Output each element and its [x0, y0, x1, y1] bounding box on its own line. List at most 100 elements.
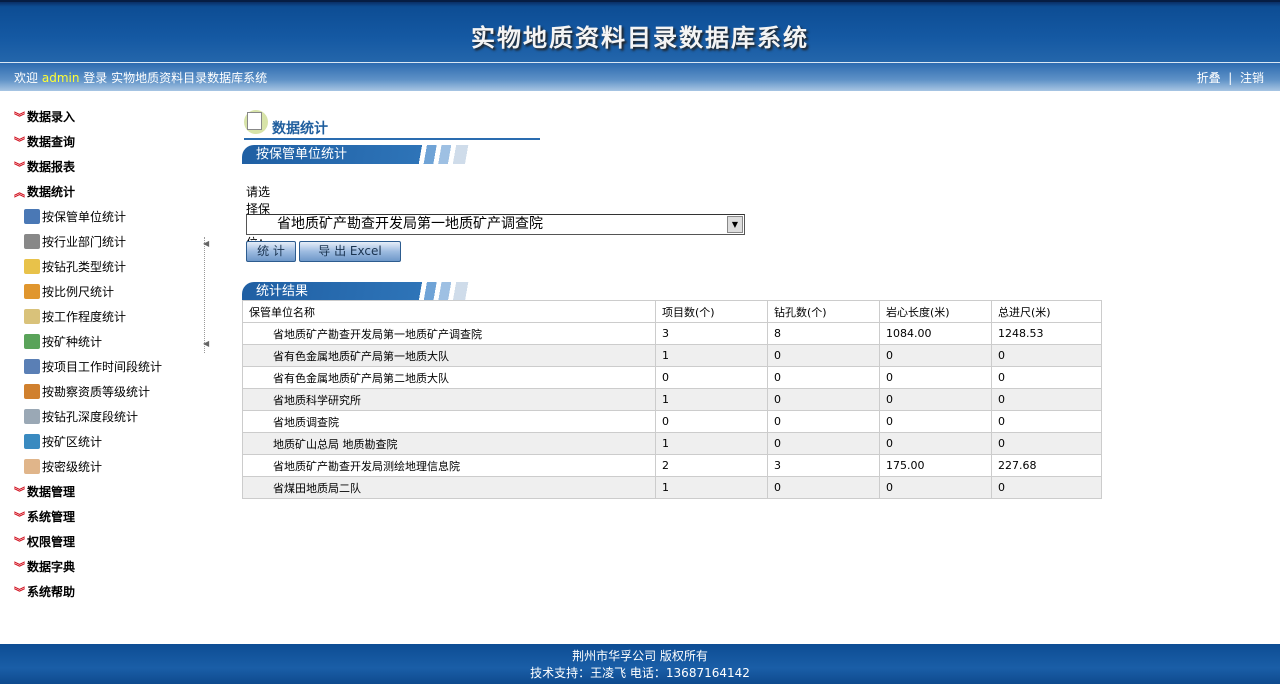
table-row: 省地质矿产勘查开发局测绘地理信息院 2 3 175.00 227.68	[242, 454, 1102, 477]
chevron-down-icon: ︾	[14, 161, 25, 174]
welcome-label: 欢迎	[14, 71, 39, 85]
select-value: 省地质矿产勘查开发局第一地质矿产调查院	[277, 216, 543, 232]
collapse-link[interactable]: 折叠	[1196, 71, 1221, 85]
app-title: 实物地质资料目录数据库系统	[471, 24, 809, 52]
medal-icon	[24, 384, 40, 399]
form-icon	[24, 309, 40, 324]
table-cell: 省地质科学研究所	[242, 388, 656, 411]
collapse-arrow-icon[interactable]: ◀	[203, 239, 210, 248]
welcome-text: 欢迎 admin 登录 实物地质资料目录数据库系统	[14, 69, 267, 86]
table-cell: 0	[991, 388, 1102, 411]
column-header: 项目数(个)	[655, 300, 768, 323]
table-cell: 8	[767, 322, 880, 345]
sidebar-group-label: 权限管理	[27, 535, 76, 549]
sidebar-item[interactable]: 按矿种统计	[24, 333, 102, 351]
table-row: 省地质矿产勘查开发局第一地质矿产调查院 3 8 1084.00 1248.53	[242, 322, 1102, 345]
sidebar-item-label: 按比例尺统计	[42, 285, 115, 299]
sidebar-item[interactable]: 按工作程度统计	[24, 308, 126, 326]
table-cell: 省有色金属地质矿产局第二地质大队	[242, 366, 656, 389]
sidebar-group[interactable]: ︾ 权限管理	[14, 533, 75, 551]
table-cell: 省地质矿产勘查开发局第一地质矿产调查院	[242, 322, 656, 345]
sidebar-group[interactable]: ︾ 系统帮助	[14, 583, 75, 601]
chevron-down-icon: ︾	[14, 536, 25, 549]
table-icon	[24, 209, 40, 224]
result-table: 保管单位名称 项目数(个) 钻孔数(个) 岩心长度(米) 总进尺(米) 省地质矿产勘查开…	[242, 300, 1102, 499]
sidebar-item-label: 按矿区统计	[42, 435, 103, 449]
sidebar-group[interactable]: ︾ 数据字典	[14, 558, 75, 576]
chevron-down-icon: ︾	[14, 586, 25, 599]
sidebar-group-label: 数据报表	[27, 160, 76, 174]
table-cell: 227.68	[991, 454, 1102, 477]
sidebar-group[interactable]: ︾ 数据管理	[14, 483, 75, 501]
sidebar-group[interactable]: ︽ 数据统计	[14, 183, 75, 201]
table-cell: 0	[991, 476, 1102, 499]
sidebar-splitter[interactable]: ◀ ◀	[203, 237, 212, 353]
sidebar-item-label: 按钻孔类型统计	[42, 260, 127, 274]
ruler-icon	[24, 284, 40, 299]
table-row: 省地质科学研究所 1 0 0 0	[242, 388, 1102, 411]
sidebar-item[interactable]: 按钻孔类型统计	[24, 258, 126, 276]
logout-link[interactable]: 注销	[1239, 71, 1264, 85]
box-icon	[24, 459, 40, 474]
table-cell: 0	[879, 344, 992, 367]
table-cell: 1	[655, 432, 768, 455]
unit-select[interactable]: 省地质矿产勘查开发局第一地质矿产调查院 ▼	[246, 214, 745, 235]
table-cell: 省有色金属地质矿产局第一地质大队	[242, 344, 656, 367]
chevron-down-icon: ︾	[14, 486, 25, 499]
chevron-up-icon: ︽	[14, 186, 25, 199]
table-cell: 省地质调查院	[242, 410, 656, 433]
sidebar-group-label: 数据查询	[27, 135, 76, 149]
table-cell: 0	[879, 366, 992, 389]
collapse-arrow-icon[interactable]: ◀	[203, 339, 210, 348]
sidebar-group[interactable]: ︾ 数据录入	[14, 108, 75, 126]
table-cell: 省地质矿产勘查开发局测绘地理信息院	[242, 454, 656, 477]
username: admin	[41, 71, 80, 85]
copyright: 荆州市华孚公司 版权所有	[572, 649, 708, 663]
sidebar-item[interactable]: 按保管单位统计	[24, 208, 126, 226]
login-text: 登录 实物地质资料目录数据库系统	[83, 71, 268, 85]
sidebar-item[interactable]: 按勘察资质等级统计	[24, 383, 150, 401]
table-cell: 0	[879, 410, 992, 433]
sidebar-item[interactable]: 按密级统计	[24, 458, 102, 476]
table-cell: 0	[767, 366, 880, 389]
sidebar-item[interactable]: 按行业部门统计	[24, 233, 126, 251]
chevron-down-icon: ︾	[14, 111, 25, 124]
sidebar-group-label: 数据字典	[27, 560, 76, 574]
export-excel-button[interactable]: 导 出 Excel	[299, 241, 401, 262]
top-bar: 欢迎 admin 登录 实物地质资料目录数据库系统 折叠 | 注销	[0, 62, 1280, 91]
sidebar-group[interactable]: ︾ 系统管理	[14, 508, 75, 526]
sidebar-item-label: 按钻孔深度段统计	[42, 410, 139, 424]
table-cell: 3	[655, 322, 768, 345]
table-cell: 3	[767, 454, 880, 477]
table-cell: 省煤田地质局二队	[242, 476, 656, 499]
table-cell: 0	[655, 366, 768, 389]
sidebar-group-label: 系统管理	[27, 510, 76, 524]
dropdown-arrow-icon[interactable]: ▼	[727, 216, 743, 233]
stat-button[interactable]: 统 计	[246, 241, 296, 262]
sidebar-item[interactable]: 按项目工作时间段统计	[24, 358, 162, 376]
sidebar-item[interactable]: 按矿区统计	[24, 433, 102, 451]
table-cell: 1	[655, 388, 768, 411]
table-cell: 0	[991, 366, 1102, 389]
table-row: 地质矿山总局 地质勘查院 1 0 0 0	[242, 432, 1102, 455]
table-cell: 0	[991, 432, 1102, 455]
calendar-icon	[24, 359, 40, 374]
table-row: 省地质调查院 0 0 0 0	[242, 410, 1102, 433]
table-cell: 0	[655, 410, 768, 433]
sidebar-group[interactable]: ︾ 数据查询	[14, 133, 75, 151]
table-row: 省煤田地质局二队 1 0 0 0	[242, 476, 1102, 499]
page-title: 数据统计	[244, 110, 540, 140]
table-cell: 0	[991, 344, 1102, 367]
table-cell: 2	[655, 454, 768, 477]
sidebar-item[interactable]: 按钻孔深度段统计	[24, 408, 138, 426]
column-header: 总进尺(米)	[991, 300, 1102, 323]
table-cell: 1248.53	[991, 322, 1102, 345]
sidebar-item-label: 按工作程度统计	[42, 310, 127, 324]
table-cell: 1084.00	[879, 322, 992, 345]
table-cell: 0	[879, 432, 992, 455]
footer: 荆州市华孚公司 版权所有 技术支持：王凌飞 电话：13687164142	[0, 644, 1280, 684]
sidebar-item[interactable]: 按比例尺统计	[24, 283, 114, 301]
sidebar-item-label: 按密级统计	[42, 460, 103, 474]
sidebar-group[interactable]: ︾ 数据报表	[14, 158, 75, 176]
network-icon	[24, 334, 40, 349]
